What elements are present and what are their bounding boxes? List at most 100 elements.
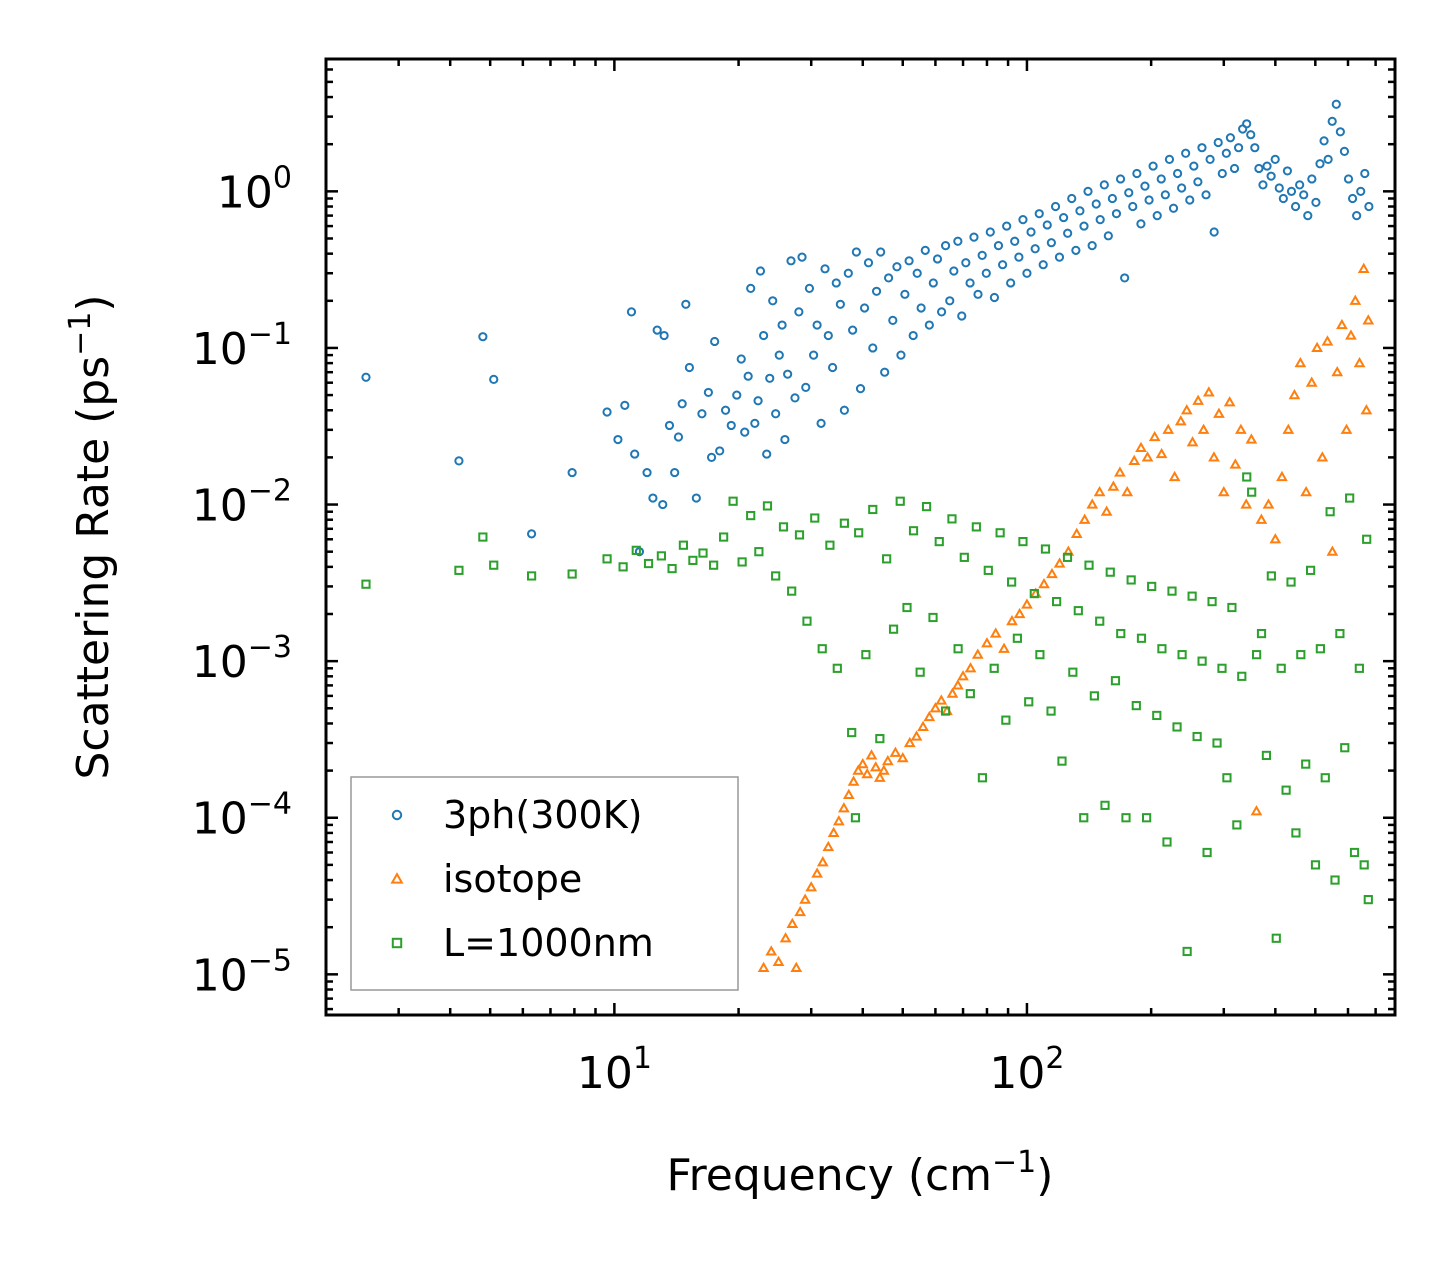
data-point-0-6 bbox=[602, 407, 612, 417]
data-point-1-87 bbox=[1300, 485, 1312, 497]
data-point-1-24 bbox=[881, 754, 894, 766]
data-point-0-9 bbox=[626, 307, 637, 317]
data-point-1-90 bbox=[1316, 451, 1329, 462]
data-point-2-29 bbox=[825, 540, 835, 550]
data-point-0-107 bbox=[1022, 268, 1032, 278]
data-point-1-81 bbox=[1262, 498, 1275, 509]
data-point-1-5 bbox=[790, 961, 803, 972]
data-point-0-88 bbox=[945, 296, 955, 306]
data-point-0-64 bbox=[848, 325, 858, 335]
data-point-2-98 bbox=[1217, 663, 1227, 673]
data-point-0-72 bbox=[880, 367, 890, 377]
data-point-2-24 bbox=[787, 586, 797, 596]
data-point-1-11 bbox=[822, 840, 835, 852]
data-point-2-122 bbox=[1335, 628, 1345, 639]
data-point-2-100 bbox=[1227, 602, 1237, 613]
data-point-0-59 bbox=[827, 362, 838, 373]
data-point-1-46 bbox=[1038, 578, 1050, 589]
data-point-2-39 bbox=[888, 624, 899, 634]
data-point-0-134 bbox=[1132, 168, 1142, 179]
legend-marker-1 bbox=[390, 872, 404, 884]
data-point-0-158 bbox=[1229, 163, 1240, 174]
data-point-1-62 bbox=[1155, 447, 1168, 459]
data-point-0-25 bbox=[703, 387, 713, 398]
data-point-2-57 bbox=[1001, 715, 1011, 725]
data-point-0-144 bbox=[1172, 168, 1183, 179]
data-point-1-12 bbox=[827, 826, 840, 838]
data-point-2-43 bbox=[915, 667, 925, 677]
data-point-1-18 bbox=[856, 757, 869, 769]
data-point-2-16 bbox=[719, 532, 729, 542]
data-point-1-44 bbox=[1021, 598, 1033, 609]
data-point-0-5 bbox=[567, 467, 577, 478]
data-point-2-5 bbox=[567, 569, 577, 579]
data-point-2-70 bbox=[1073, 606, 1083, 616]
data-point-0-145 bbox=[1177, 183, 1187, 193]
data-point-0-156 bbox=[1221, 148, 1231, 158]
data-point-0-92 bbox=[961, 258, 971, 268]
data-point-1-56 bbox=[1114, 466, 1126, 477]
data-point-0-102 bbox=[1002, 221, 1012, 231]
data-point-0-108 bbox=[1026, 227, 1036, 237]
data-point-1-63 bbox=[1162, 423, 1175, 434]
y-tick-label-5: 10−5 bbox=[192, 943, 292, 1001]
data-point-0-141 bbox=[1160, 190, 1170, 200]
data-point-0-41 bbox=[765, 373, 775, 383]
data-point-1-36 bbox=[957, 670, 969, 681]
data-point-1-35 bbox=[951, 679, 964, 690]
data-point-1-51 bbox=[1078, 513, 1091, 524]
data-point-1-41 bbox=[998, 642, 1010, 653]
data-point-0-34 bbox=[743, 371, 753, 381]
data-point-0-133 bbox=[1128, 201, 1138, 212]
data-point-2-40 bbox=[895, 496, 905, 506]
data-point-0-139 bbox=[1152, 210, 1162, 221]
data-point-0-73 bbox=[883, 273, 894, 283]
data-point-2-1 bbox=[454, 565, 464, 575]
data-point-0-86 bbox=[936, 307, 947, 317]
data-point-2-46 bbox=[934, 536, 944, 547]
data-point-0-97 bbox=[981, 268, 991, 278]
data-point-0-131 bbox=[1120, 273, 1130, 283]
data-point-0-32 bbox=[736, 354, 746, 364]
data-point-2-26 bbox=[802, 616, 812, 626]
data-point-2-109 bbox=[1271, 933, 1281, 943]
data-point-1-99 bbox=[1357, 262, 1370, 273]
data-point-0-44 bbox=[774, 350, 784, 360]
data-point-1-8 bbox=[805, 881, 818, 892]
data-point-0-176 bbox=[1303, 210, 1313, 221]
data-point-0-61 bbox=[835, 299, 845, 309]
data-point-0-91 bbox=[957, 311, 967, 321]
data-point-0-31 bbox=[732, 390, 742, 400]
data-point-1-9 bbox=[811, 867, 823, 878]
data-point-0-153 bbox=[1209, 227, 1219, 237]
legend-box bbox=[350, 776, 739, 991]
data-point-0-142 bbox=[1164, 154, 1175, 164]
data-point-2-52 bbox=[971, 522, 981, 532]
data-point-2-76 bbox=[1105, 567, 1115, 577]
data-point-0-37 bbox=[753, 396, 763, 406]
data-point-0-114 bbox=[1050, 201, 1061, 212]
data-point-1-94 bbox=[1336, 318, 1348, 330]
tick-labels: 101 102 100 10−1 10−2 10−3 10−4 10−5 bbox=[192, 160, 1065, 1099]
data-point-1-52 bbox=[1086, 498, 1099, 509]
data-point-0-177 bbox=[1307, 174, 1317, 184]
data-point-2-110 bbox=[1276, 663, 1286, 673]
data-point-0-66 bbox=[855, 384, 866, 394]
data-point-1-2 bbox=[772, 955, 785, 967]
data-point-0-103 bbox=[1006, 278, 1016, 288]
data-point-0-13 bbox=[648, 493, 658, 503]
data-point-1-20 bbox=[865, 749, 878, 760]
data-point-2-121 bbox=[1330, 875, 1340, 885]
data-point-2-34 bbox=[854, 528, 864, 538]
data-point-2-127 bbox=[1359, 860, 1369, 870]
plot-frame bbox=[324, 57, 1397, 1017]
data-point-2-73 bbox=[1089, 691, 1099, 701]
data-point-0-149 bbox=[1193, 177, 1203, 187]
data-point-1-55 bbox=[1107, 480, 1120, 491]
data-point-1-1 bbox=[765, 945, 778, 956]
legend-marker-2 bbox=[391, 937, 403, 949]
data-point-1-16 bbox=[847, 775, 860, 786]
data-point-1-4 bbox=[786, 917, 799, 928]
data-point-0-55 bbox=[812, 320, 822, 330]
data-point-1-25 bbox=[889, 746, 902, 757]
